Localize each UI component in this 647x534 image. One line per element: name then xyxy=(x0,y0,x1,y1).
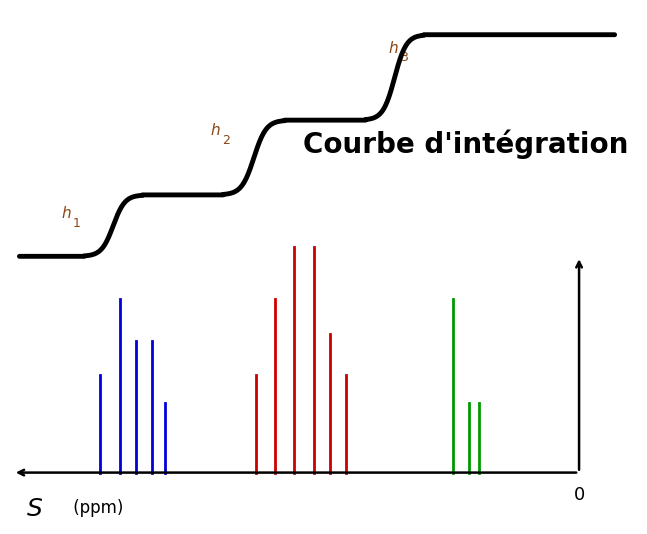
Text: (ppm): (ppm) xyxy=(68,499,124,517)
Text: 3: 3 xyxy=(400,51,408,64)
Text: h: h xyxy=(210,123,220,138)
Text: h: h xyxy=(388,41,398,56)
Text: 2: 2 xyxy=(222,134,230,147)
Text: 0: 0 xyxy=(573,486,585,504)
Text: h: h xyxy=(61,206,71,221)
Text: Courbe d'intégration: Courbe d'intégration xyxy=(303,129,628,159)
Text: 1: 1 xyxy=(73,217,81,230)
Text: $\it{S}$: $\it{S}$ xyxy=(26,497,43,521)
